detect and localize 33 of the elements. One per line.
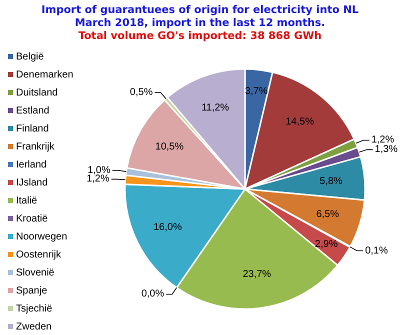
- legend-label: Tsjechië: [16, 304, 53, 314]
- legend-label: Kroatië: [16, 214, 48, 224]
- data-label: 16,0%: [154, 222, 182, 234]
- legend-label: Ierland: [16, 160, 47, 170]
- data-label: 23,7%: [242, 269, 272, 280]
- chart-subtitle: Total volume GO's imported: 38 868 GWh: [78, 30, 322, 42]
- data-label: 1,2%: [86, 174, 110, 185]
- data-label: 1,3%: [374, 144, 398, 156]
- legend-label: Finland: [16, 124, 49, 134]
- data-label: 14,5%: [286, 116, 314, 128]
- legend-label: IJsland: [16, 178, 48, 188]
- data-label: 1,2%: [371, 134, 394, 146]
- legend-label: Slovenië: [16, 268, 55, 278]
- legend-label: Spanje: [16, 286, 48, 296]
- data-label: 5,8%: [320, 176, 343, 187]
- legend-label: Noorwegen: [16, 232, 68, 242]
- data-label: 2,9%: [314, 238, 338, 250]
- legend-label: Estland: [16, 106, 50, 116]
- legend-label: Zweden: [16, 322, 52, 332]
- data-label: 0,5%: [130, 87, 153, 98]
- legend-label: Denemarken: [16, 70, 74, 80]
- text: 0,0%: [141, 288, 164, 300]
- legend-label: België: [16, 52, 44, 62]
- data-label: 10,5%: [155, 142, 184, 153]
- data-label: 6,5%: [316, 208, 340, 220]
- data-label: 0,1%: [365, 245, 388, 256]
- data-label: 1,0%: [88, 164, 110, 176]
- chart-title: Import of guarantuees of origin for electricity into NL March 2018, import in the last 12 months.: [41, 4, 359, 29]
- legend-label: Duitsland: [16, 88, 58, 98]
- data-label: 11,2%: [201, 102, 230, 114]
- legend-label: Oostenrijk: [16, 250, 62, 260]
- legend-label: Frankrijk: [16, 142, 56, 152]
- legend-label: Italië: [16, 196, 38, 206]
